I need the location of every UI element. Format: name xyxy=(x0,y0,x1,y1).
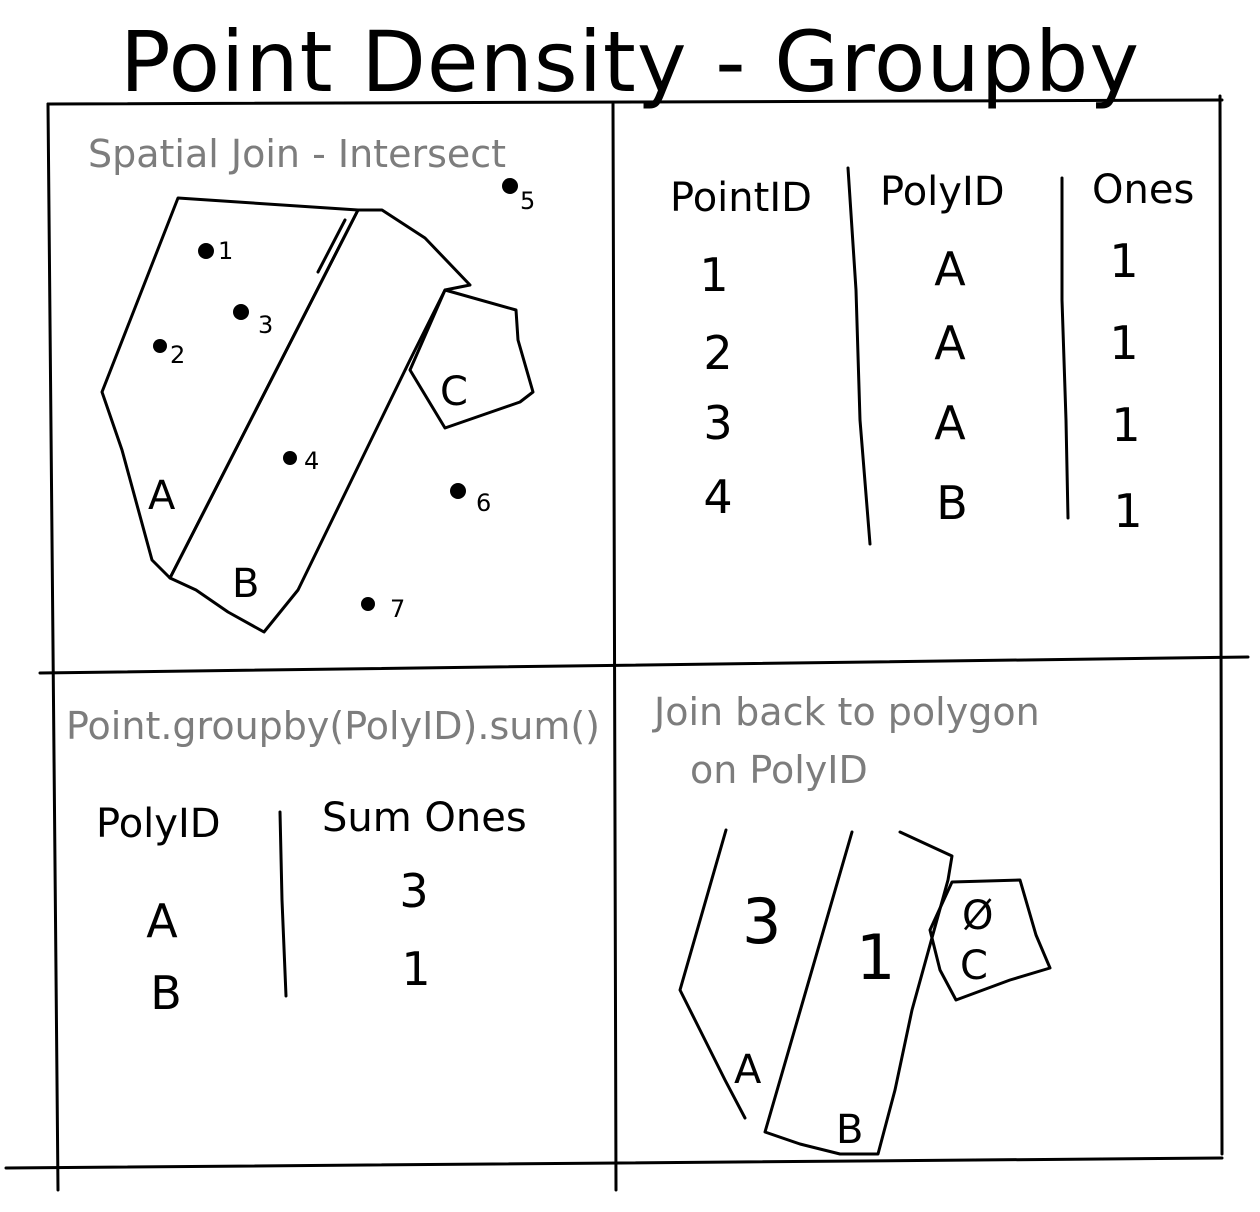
point-5-dot xyxy=(502,178,518,194)
result-polygon-c-value: Ø xyxy=(962,893,994,939)
table-cell: 1 xyxy=(401,942,431,996)
table-cell: 4 xyxy=(703,470,733,524)
result-polygon-a-value: 3 xyxy=(742,885,782,958)
point-3-label: 3 xyxy=(258,311,274,339)
table-cell: 1 xyxy=(1109,234,1139,288)
panel-grid xyxy=(4,94,1250,1192)
panel4-caption-line2: on PolyID xyxy=(690,748,868,792)
grid-bottom-line xyxy=(4,1156,1224,1170)
point-2-dot xyxy=(153,339,167,353)
table-cell: A xyxy=(934,316,966,370)
panel2-divider-2 xyxy=(1060,176,1070,520)
grid-top-line xyxy=(46,98,1224,106)
table-cell: B xyxy=(936,476,968,530)
panel3-header-sum-ones: Sum Ones xyxy=(322,795,527,841)
point-6-dot xyxy=(450,483,466,499)
polygon-a-label: A xyxy=(148,473,176,519)
table-cell: 1 xyxy=(1111,398,1141,452)
panel3-caption: Point.groupby(PolyID).sum() xyxy=(66,704,601,748)
polygon-c-label: C xyxy=(440,369,468,415)
point-2-label: 2 xyxy=(170,341,186,369)
point-1-dot xyxy=(198,243,214,259)
table-cell: 1 xyxy=(1113,484,1143,538)
table-cell: A xyxy=(934,396,966,450)
table-cell: B xyxy=(150,966,182,1020)
result-polygon-b-label: B xyxy=(836,1107,864,1153)
result-polygon-a-label: A xyxy=(734,1047,762,1093)
panel3-header-polyid: PolyID xyxy=(96,801,221,847)
point-1-label: 1 xyxy=(218,237,234,265)
point-7-dot xyxy=(361,597,375,611)
panel4-polygons xyxy=(678,828,1052,1156)
polygon-c-outline xyxy=(408,288,535,430)
panel3-divider xyxy=(278,810,288,998)
polygon-b-label: B xyxy=(232,561,260,607)
panel2-header-polyid: PolyID xyxy=(880,169,1005,215)
panel2-table-dividers xyxy=(846,166,1070,546)
page-title: Point Density - Groupby xyxy=(119,13,1141,111)
point-3-dot xyxy=(233,304,249,320)
result-polygon-a-outline xyxy=(678,828,747,1120)
grid-middle-vertical-line xyxy=(611,102,618,1192)
panel2-header-pointid: PointID xyxy=(670,175,812,221)
result-polygon-c-outline xyxy=(928,878,1052,1002)
table-cell: 1 xyxy=(1109,316,1139,370)
point-4-label: 4 xyxy=(304,447,320,475)
panel2-header-ones: Ones xyxy=(1092,167,1195,213)
table-cell: 1 xyxy=(699,248,729,302)
result-polygon-b-value: 1 xyxy=(856,921,896,994)
panel2-divider-1 xyxy=(846,166,872,546)
point-6-label: 6 xyxy=(476,489,492,517)
table-cell: 2 xyxy=(703,326,733,380)
table-cell: 3 xyxy=(703,396,733,450)
grid-middle-horizontal-line xyxy=(38,655,1250,675)
panel1-points xyxy=(153,178,518,611)
panel1-caption: Spatial Join - Intersect xyxy=(88,132,507,176)
point-5-label: 5 xyxy=(520,187,536,215)
panel1-polygons xyxy=(100,196,535,634)
result-polygon-b-outline xyxy=(763,830,954,1156)
polygon-b-inner-edge xyxy=(316,218,347,274)
table-cell: A xyxy=(934,242,966,296)
result-polygon-c-label: C xyxy=(960,943,988,989)
point-4-dot xyxy=(283,451,297,465)
table-cell: A xyxy=(146,894,178,948)
panel4-caption-line1: Join back to polygon xyxy=(654,690,1040,734)
point-7-label: 7 xyxy=(390,595,406,623)
grid-left-line xyxy=(46,102,60,1192)
grid-right-line xyxy=(1218,94,1224,1156)
polygon-b-outline xyxy=(168,208,472,634)
table-cell: 3 xyxy=(399,864,429,918)
